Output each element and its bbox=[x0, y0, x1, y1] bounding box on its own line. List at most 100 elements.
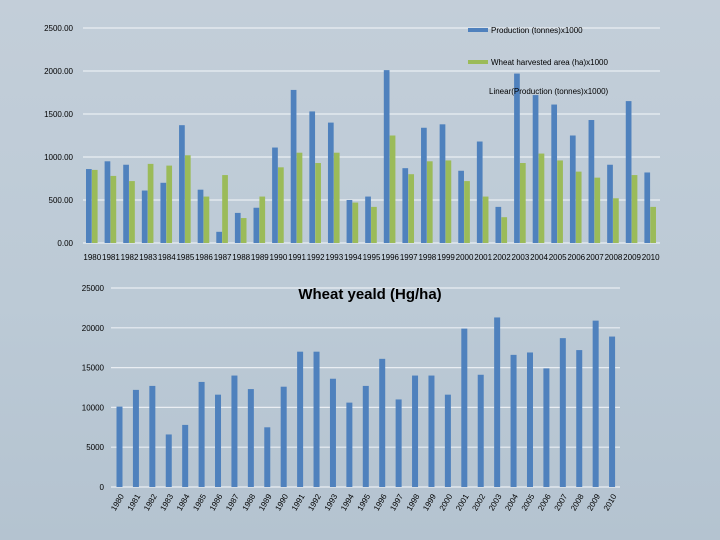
chart2-title: Wheat yeald (Hg/ha) bbox=[298, 286, 441, 303]
x-tick-label: 1983 bbox=[159, 492, 176, 512]
bar-production-2006 bbox=[569, 135, 576, 243]
bar-harvested-area-2009 bbox=[631, 175, 638, 243]
bar-yield-1983 bbox=[165, 434, 172, 487]
x-tick-label: 1999 bbox=[421, 492, 438, 512]
bar-harvested-area-2010 bbox=[650, 206, 656, 243]
bar-production-1986 bbox=[197, 189, 204, 243]
bar-production-2002 bbox=[495, 206, 502, 243]
bar-yield-1982 bbox=[149, 385, 156, 487]
bar-harvested-area-2002 bbox=[501, 217, 508, 243]
chart2-x-axis: 1980 1981 1982 1983 1984 1985 1986 1987 1988 1989… bbox=[109, 492, 619, 512]
bar-harvested-area-1992 bbox=[315, 163, 321, 243]
bar-harvested-area-2003 bbox=[519, 163, 526, 243]
bar-yield-1981 bbox=[132, 389, 139, 487]
x-tick-label: 2005 bbox=[520, 492, 537, 512]
bar-harvested-area-1990 bbox=[278, 167, 284, 243]
bar-production-1991 bbox=[290, 89, 297, 243]
bar-harvested-area-2008 bbox=[613, 198, 619, 243]
x-tick-label: 1993 bbox=[323, 492, 340, 512]
bar-production-1993 bbox=[327, 122, 334, 243]
bar-production-2003 bbox=[514, 73, 520, 243]
x-tick-label: 2001 bbox=[474, 253, 492, 262]
bar-production-1998 bbox=[421, 127, 427, 243]
x-tick-label: 1986 bbox=[195, 253, 213, 262]
bar-yield-2008 bbox=[576, 350, 583, 487]
x-tick-label: 2000 bbox=[456, 253, 474, 262]
x-tick-label: 1984 bbox=[158, 253, 176, 262]
bar-production-1984 bbox=[160, 182, 167, 243]
bar-harvested-area-1988 bbox=[240, 218, 247, 243]
x-tick-label: 2010 bbox=[602, 492, 619, 512]
x-tick-label: 2003 bbox=[487, 492, 504, 512]
bar-yield-1990 bbox=[280, 386, 287, 487]
bar-harvested-area-1986 bbox=[203, 196, 210, 243]
bar-production-2005 bbox=[551, 104, 558, 243]
x-tick-label: 2007 bbox=[586, 253, 604, 262]
bar-production-2001 bbox=[476, 141, 483, 243]
bar-harvested-area-1995 bbox=[371, 206, 377, 243]
y-tick-label: 1500.00 bbox=[44, 110, 73, 119]
x-tick-label: 2007 bbox=[553, 492, 570, 512]
bar-harvested-area-1987 bbox=[222, 175, 228, 243]
bar-yield-2002 bbox=[477, 374, 484, 487]
x-tick-label: 1990 bbox=[270, 253, 288, 262]
x-tick-label: 1983 bbox=[139, 253, 157, 262]
bar-yield-1988 bbox=[247, 389, 254, 487]
x-tick-label: 2000 bbox=[438, 492, 455, 512]
y-tick-label: 20000 bbox=[82, 324, 105, 333]
chart1-bars bbox=[86, 70, 656, 243]
x-tick-label: 1980 bbox=[83, 253, 101, 262]
x-tick-label: 1986 bbox=[208, 492, 225, 512]
x-tick-label: 1981 bbox=[102, 253, 120, 262]
x-tick-label: 1989 bbox=[251, 253, 269, 262]
bar-yield-1996 bbox=[379, 358, 386, 487]
x-tick-label: 1994 bbox=[344, 253, 362, 262]
bar-yield-1995 bbox=[362, 385, 369, 487]
x-tick-label: 1991 bbox=[290, 492, 307, 512]
x-tick-label: 2010 bbox=[642, 253, 660, 262]
bar-production-1983 bbox=[141, 190, 148, 243]
bar-yield-1998 bbox=[412, 375, 419, 487]
bar-yield-1989 bbox=[264, 427, 271, 487]
legend-swatch-production bbox=[468, 28, 488, 32]
bar-yield-2001 bbox=[461, 328, 468, 487]
bar-production-1980 bbox=[86, 169, 92, 243]
bar-yield-2005 bbox=[526, 352, 533, 487]
bar-production-1992 bbox=[309, 111, 316, 243]
bar-yield-1985 bbox=[198, 381, 205, 487]
x-tick-label: 2006 bbox=[567, 253, 585, 262]
y-tick-label: 15000 bbox=[82, 364, 105, 373]
x-tick-label: 1998 bbox=[418, 253, 436, 262]
bar-harvested-area-1985 bbox=[184, 155, 191, 243]
bar-harvested-area-2001 bbox=[482, 196, 489, 243]
x-tick-label: 1997 bbox=[388, 492, 405, 512]
x-tick-label: 1981 bbox=[126, 492, 143, 512]
bar-harvested-area-1993 bbox=[333, 152, 340, 243]
x-tick-label: 1988 bbox=[232, 253, 250, 262]
x-tick-label: 1997 bbox=[400, 253, 418, 262]
chart1-legend: Production (tonnes)x1000 Wheat harvested… bbox=[468, 26, 609, 96]
y-tick-label: 10000 bbox=[82, 403, 105, 412]
x-tick-label: 1990 bbox=[273, 492, 290, 512]
bar-production-2007 bbox=[588, 120, 595, 243]
y-tick-label: 2500.00 bbox=[44, 24, 73, 33]
y-tick-label: 2000.00 bbox=[44, 67, 73, 76]
bar-yield-2007 bbox=[559, 338, 566, 487]
bar-harvested-area-1983 bbox=[147, 163, 154, 243]
bar-harvested-area-2007 bbox=[594, 177, 601, 243]
bar-production-1999 bbox=[439, 124, 446, 243]
bar-production-1996 bbox=[383, 70, 390, 243]
x-tick-label: 2006 bbox=[536, 492, 553, 512]
bar-yield-1986 bbox=[215, 394, 222, 487]
x-tick-label: 1991 bbox=[288, 253, 306, 262]
bar-production-1995 bbox=[365, 196, 371, 243]
x-tick-label: 2004 bbox=[530, 253, 548, 262]
chart2-bars bbox=[116, 317, 616, 487]
y-tick-label: 5000 bbox=[86, 443, 104, 452]
x-tick-label: 1999 bbox=[437, 253, 455, 262]
x-tick-label: 1980 bbox=[109, 492, 126, 512]
x-tick-label: 1998 bbox=[405, 492, 422, 512]
bar-production-1988 bbox=[234, 212, 241, 243]
bar-yield-1993 bbox=[329, 378, 336, 487]
